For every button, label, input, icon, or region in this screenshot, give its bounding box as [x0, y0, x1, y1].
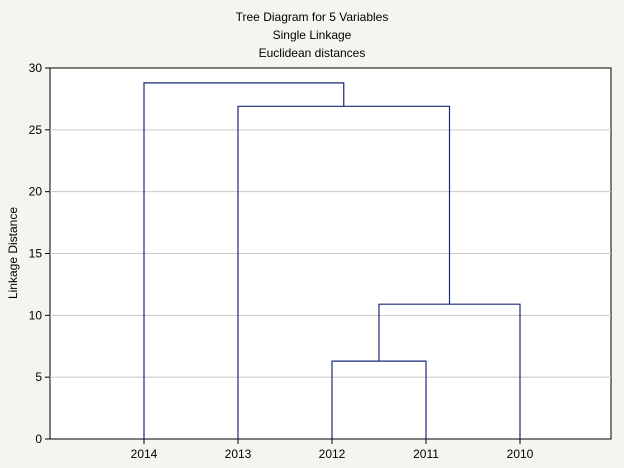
chart-title: Tree Diagram for 5 Variables [236, 10, 389, 24]
y-tick-label: 15 [29, 247, 43, 261]
y-tick-label: 25 [29, 123, 43, 137]
dendrogram-link [237, 105, 451, 439]
chart-subtitle-linkage: Single Linkage [273, 28, 352, 42]
x-tick-label: 2013 [225, 447, 252, 461]
y-axis-ticks: 0 5 10 15 20 25 30 [29, 61, 50, 446]
y-tick-label: 5 [35, 370, 42, 384]
x-tick-label: 2011 [413, 447, 439, 461]
x-axis-ticks: 2014 2013 2012 2011 2010 [131, 439, 534, 461]
x-tick-label: 2012 [319, 447, 346, 461]
chart-title-group: Tree Diagram for 5 Variables Single Link… [236, 10, 389, 60]
dendrogram-links [143, 82, 521, 439]
y-axis-label: Linkage Distance [6, 207, 20, 299]
y-tick-label: 0 [35, 432, 42, 446]
y-tick-label: 10 [29, 308, 43, 322]
x-tick-label: 2010 [507, 447, 534, 461]
x-tick-label: 2014 [131, 447, 158, 461]
y-tick-label: 30 [29, 61, 43, 75]
chart-subtitle-distance: Euclidean distances [259, 46, 366, 60]
dendrogram-link [143, 82, 345, 439]
y-tick-label: 20 [29, 185, 43, 199]
